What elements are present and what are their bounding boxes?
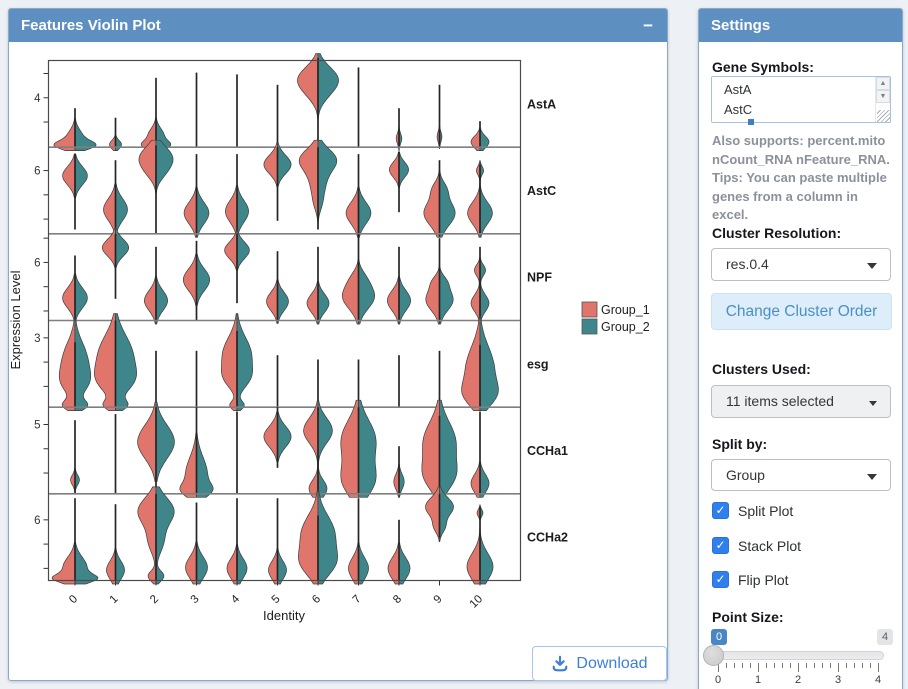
gene-symbols-value: AstA AstC: [724, 82, 753, 117]
scroll-up-icon[interactable]: ▲: [876, 77, 890, 90]
flip-plot-checkbox[interactable]: Flip Plot: [712, 571, 789, 588]
slider-max-badge: 4: [877, 629, 894, 645]
stack-plot-label: Stack Plot: [738, 537, 802, 554]
clusters-used-select[interactable]: 11 items selected: [711, 385, 891, 418]
resize-grip-icon[interactable]: [877, 110, 890, 122]
clusters-used-label: Clusters Used:: [712, 361, 811, 377]
download-label: Download: [576, 654, 648, 672]
cluster-resolution-select[interactable]: res.0.4: [711, 248, 891, 281]
stack-plot-checkbox[interactable]: Stack Plot: [712, 537, 801, 554]
split-by-label: Split by:: [712, 436, 768, 452]
collapse-icon[interactable]: −: [643, 16, 653, 35]
violin-plot-panel-header: Features Violin Plot −: [9, 9, 667, 42]
change-cluster-order-button[interactable]: Change Cluster Order: [711, 293, 892, 330]
checkbox-checked-icon: [712, 571, 729, 588]
split-by-value: Group: [726, 467, 765, 483]
point-size-slider-track[interactable]: [712, 651, 884, 660]
checkbox-checked-icon: [712, 502, 729, 519]
settings-title: Settings: [711, 17, 771, 34]
point-size-label: Point Size:: [712, 609, 784, 625]
cluster-resolution-value: res.0.4: [726, 256, 769, 272]
split-by-select[interactable]: Group: [711, 459, 891, 491]
violin-plot-panel: Features Violin Plot − Download: [8, 8, 668, 681]
clusters-used-value: 11 items selected: [726, 393, 834, 409]
gene-symbols-label: Gene Symbols:: [712, 59, 814, 75]
cluster-resolution-label: Cluster Resolution:: [712, 225, 842, 241]
settings-panel-header: Settings: [699, 9, 902, 42]
scroll-down-icon[interactable]: ▼: [876, 90, 890, 103]
textarea-resize-dot[interactable]: [748, 119, 754, 125]
settings-panel: Settings Gene Symbols: AstA AstC ▲ ▼ Als…: [698, 8, 903, 689]
panel-title: Features Violin Plot: [21, 17, 161, 34]
point-size-slider-handle[interactable]: [703, 645, 724, 666]
flip-plot-label: Flip Plot: [738, 571, 789, 588]
textarea-scrollbar[interactable]: ▲ ▼: [875, 77, 890, 122]
gene-symbols-input[interactable]: AstA AstC ▲ ▼: [711, 76, 891, 125]
checkbox-checked-icon: [712, 537, 729, 554]
download-icon: [553, 655, 568, 671]
slider-value-badge: 0: [711, 629, 728, 645]
split-plot-checkbox[interactable]: Split Plot: [712, 502, 793, 519]
split-plot-label: Split Plot: [738, 502, 794, 519]
gene-symbols-helper-text: Also supports: percent.mito nCount_RNA n…: [712, 133, 890, 222]
download-button[interactable]: Download: [532, 646, 667, 681]
slider-tick-marks: [718, 663, 879, 672]
